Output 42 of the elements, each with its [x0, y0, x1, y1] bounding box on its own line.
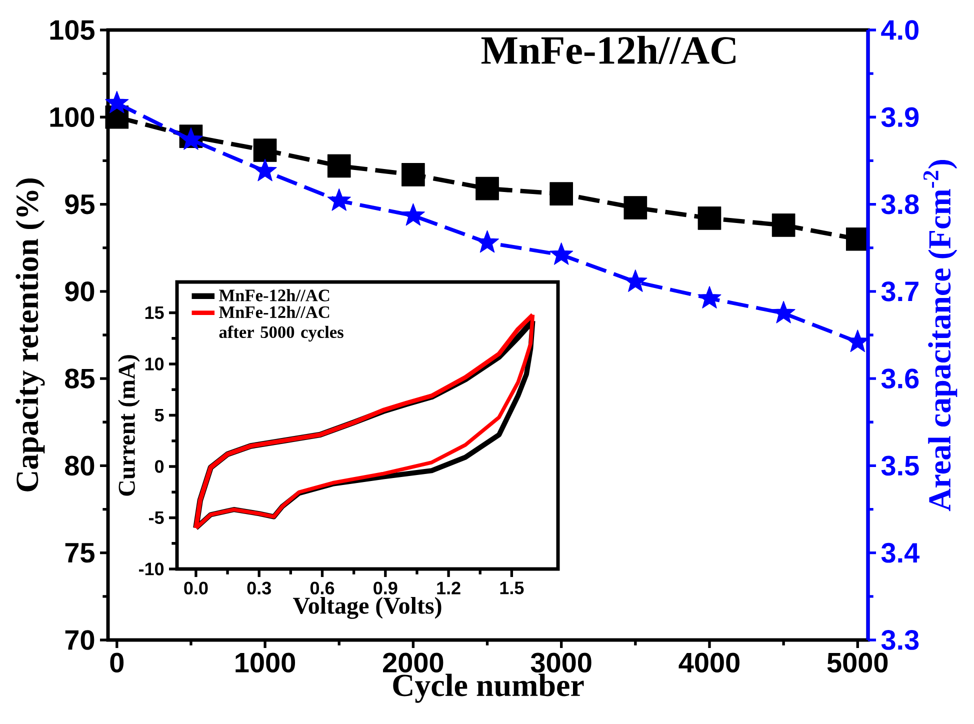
x-tick-label: 1.2	[437, 582, 460, 594]
chart-title: MnFe-12h//AC	[481, 36, 736, 64]
y2-tick-label: 3.5	[881, 456, 919, 476]
y-axis-title: Current (mA)	[118, 355, 140, 496]
y-tick-label: 10	[145, 358, 164, 370]
x-tick-label: 1.5	[500, 582, 524, 594]
y-tick-label: 75	[65, 543, 95, 563]
y2-tick-label: 3.3	[881, 630, 919, 650]
y-tick-label: -10	[138, 562, 164, 576]
y2-tick-label: 3.8	[881, 194, 919, 214]
x-tick-label: 0.9	[374, 582, 398, 594]
x-tick-label: 0.3	[247, 582, 271, 594]
x-tick-label: 0	[110, 652, 124, 673]
x-tick-label: 0.6	[310, 582, 334, 594]
y2-tick-label: 3.7	[881, 281, 918, 302]
x-tick-label: 2000	[383, 652, 444, 673]
y-tick-label: 90	[65, 282, 94, 302]
x-axis-title: Voltage (Volts)	[293, 596, 442, 619]
y-tick-label: 100	[50, 107, 94, 128]
y-tick-label: 15	[145, 306, 164, 320]
y-tick-label: 0	[154, 460, 164, 473]
x-tick-label: 0.0	[184, 582, 208, 594]
y-tick-label: 5	[154, 408, 164, 422]
x-tick-label: 4000	[678, 652, 740, 673]
y2-tick-label: 3.6	[881, 368, 919, 388]
y2-tick-label: 4.0	[881, 20, 918, 40]
y-axis-title: Capacity retention (%)	[16, 178, 45, 492]
y-tick-label: 80	[65, 456, 94, 476]
y2-tick-label: 3.9	[881, 107, 919, 128]
x-tick-label: 1000	[236, 652, 296, 673]
x-tick-label: 3000	[530, 652, 592, 673]
y-tick-label: -5	[149, 511, 164, 524]
y-tick-label: 85	[65, 368, 95, 388]
y2-tick-label: 3.4	[881, 542, 920, 563]
y2-axis-title: Areal capacitance (Fcm$^{-2}$)	[923, 160, 958, 512]
legend-label: MnFe-12h//AC after 5000 cycles	[219, 306, 344, 342]
x-axis-title: Cycle number	[393, 674, 584, 703]
y-tick-label: 95	[65, 194, 95, 214]
x-tick-label: 5000	[827, 652, 888, 673]
y-tick-label: 105	[50, 20, 94, 40]
y-tick-label: 70	[65, 630, 94, 650]
legend-label: MnFe-12h//AC	[219, 289, 330, 302]
